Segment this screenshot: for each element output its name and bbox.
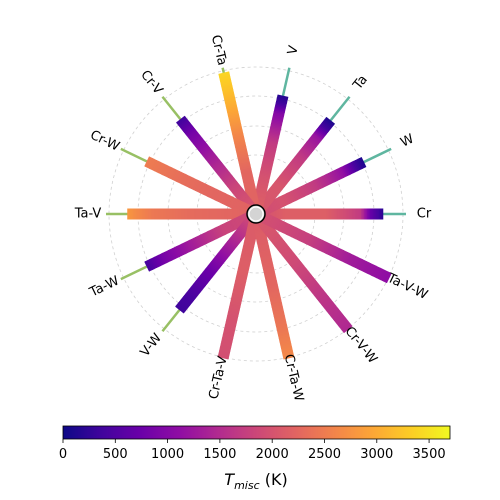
bar-v: [250, 94, 289, 216]
bar-segment: [144, 261, 151, 272]
colorbar-label-sub: misc: [234, 479, 260, 492]
bar-segment: [144, 156, 151, 167]
colorbar-tick-label: 2000: [256, 447, 289, 462]
bar-ta-v-w: [253, 209, 392, 284]
spoke-label-ta: Ta: [350, 73, 371, 94]
bar-cr-w: [144, 156, 259, 219]
bar-segment: [343, 325, 353, 334]
spoke-label-cr-ta-w: Cr-Ta-W: [281, 353, 306, 403]
spoke-label-ta-v: Ta-V: [74, 207, 102, 222]
colorbar-tick-label: 0: [59, 447, 67, 462]
colorbar-ticks: 0 500 1000 1500 2000 2500 3000 3500: [59, 439, 446, 462]
bar-v-w: [175, 210, 261, 314]
spoke-label-ta-v-w: Ta-V-W: [384, 270, 430, 303]
spoke-label-v: V: [285, 44, 302, 56]
bar-segment: [176, 115, 186, 124]
colorbar-tick-label: 3000: [360, 447, 393, 462]
colorbar-label-main: T: [224, 470, 235, 489]
bar-segment: [175, 305, 185, 314]
colorbar-tick-label: 1500: [203, 447, 236, 462]
spoke-label-cr-ta: Cr-Ta: [208, 34, 230, 67]
colorbar-tick-label: 2500: [308, 447, 341, 462]
colorbar-tick-label: 3500: [413, 447, 446, 462]
spoke-label-ta-w: Ta-W: [87, 273, 122, 300]
bar-segment: [360, 157, 367, 168]
spoke-label-v-w: V-W: [138, 331, 166, 360]
colorbar-tick-label: 1000: [151, 447, 184, 462]
spoke-bars: [127, 71, 392, 360]
bar-cr-ta-v: [217, 212, 262, 360]
spoke-label-cr-v: Cr-V: [137, 68, 165, 98]
bar-ta-w: [144, 209, 259, 272]
colorbar-gradient: [62, 425, 451, 440]
colorbar-tick-label: 500: [103, 447, 128, 462]
spoke-label-cr: Cr: [417, 207, 432, 222]
spoke-label-cr-ta-v: Cr-Ta-V: [206, 355, 230, 401]
colorbar: 0 500 1000 1500 2000 2500 3000 3500 Tmisc (K): [59, 425, 451, 492]
spoke-label-w: W: [398, 132, 416, 151]
bar-w: [253, 157, 367, 219]
bar-segment: [325, 116, 336, 125]
spoke-label-cr-v-w: Cr-V-W: [342, 324, 380, 367]
spoke-label-cr-w: Cr-W: [88, 128, 122, 155]
bar-ta: [251, 116, 336, 218]
colorbar-label: Tmisc (K): [224, 470, 287, 492]
colorbar-label-unit: (K): [260, 470, 288, 489]
center-point: [246, 204, 266, 224]
